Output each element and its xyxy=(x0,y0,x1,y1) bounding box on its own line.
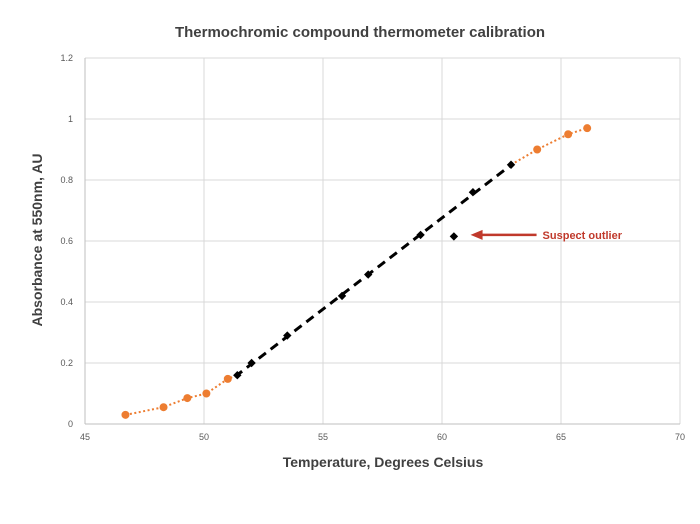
series-lines xyxy=(125,127,588,416)
nonlinear-data-point xyxy=(202,389,211,398)
x-tick-label: 70 xyxy=(675,432,685,442)
y-tick-label: 0 xyxy=(68,419,73,429)
grid xyxy=(85,57,681,424)
x-tick-labels: 45 50 55 60 65 70 xyxy=(80,432,685,442)
nonlinear-data-point xyxy=(583,124,592,133)
nonlinear-data-point xyxy=(533,145,542,154)
y-tick-label: 1 xyxy=(68,114,73,124)
y-tick-label: 0.2 xyxy=(60,358,73,368)
annotation-arrowhead xyxy=(470,229,483,240)
linear-trend-line xyxy=(234,162,515,378)
nonlinear-data-point xyxy=(121,410,130,419)
x-tick-label: 65 xyxy=(556,432,566,442)
x-tick-label: 60 xyxy=(437,432,447,442)
nonlinear-data-point xyxy=(159,403,168,412)
y-tick-labels: 0 0.2 0.4 0.6 0.8 1 1.2 xyxy=(60,53,73,429)
y-tick-label: 0.8 xyxy=(60,175,73,185)
annotation-label: Suspect outlier xyxy=(543,230,623,242)
annotation: Suspect outlier xyxy=(470,229,623,242)
nonlinear-data-point xyxy=(223,374,232,383)
x-tick-label: 45 xyxy=(80,432,90,442)
x-tick-label: 55 xyxy=(318,432,328,442)
x-tick-label: 50 xyxy=(199,432,209,442)
upper-curve-line xyxy=(510,127,588,166)
data-points xyxy=(121,124,592,419)
linear-data-point xyxy=(337,291,347,301)
linear-data-point xyxy=(364,270,373,279)
linear-data-point xyxy=(449,232,459,241)
nonlinear-data-point xyxy=(183,394,192,403)
y-tick-label: 0.4 xyxy=(60,297,73,307)
linear-data-point xyxy=(283,331,292,340)
y-axis-title: Absorbance at 550nm, AU xyxy=(29,154,45,327)
linear-data-point xyxy=(247,358,256,368)
y-tick-label: 0.6 xyxy=(60,236,73,246)
chart-title: Thermochromic compound thermometer calib… xyxy=(175,24,545,41)
lower-curve-line xyxy=(125,374,238,416)
nonlinear-data-point xyxy=(564,130,573,139)
linear-data-point xyxy=(416,230,425,240)
linear-data-point xyxy=(468,188,478,197)
y-tick-label: 1.2 xyxy=(60,53,73,63)
axes xyxy=(84,58,680,425)
linear-data-point xyxy=(233,371,242,380)
x-axis-title: Temperature, Degrees Celsius xyxy=(283,454,484,470)
linear-data-point xyxy=(506,160,516,169)
